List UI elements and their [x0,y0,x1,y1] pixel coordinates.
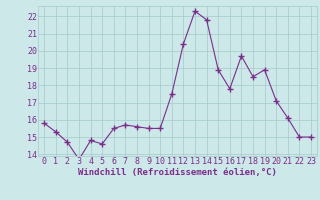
X-axis label: Windchill (Refroidissement éolien,°C): Windchill (Refroidissement éolien,°C) [78,168,277,177]
